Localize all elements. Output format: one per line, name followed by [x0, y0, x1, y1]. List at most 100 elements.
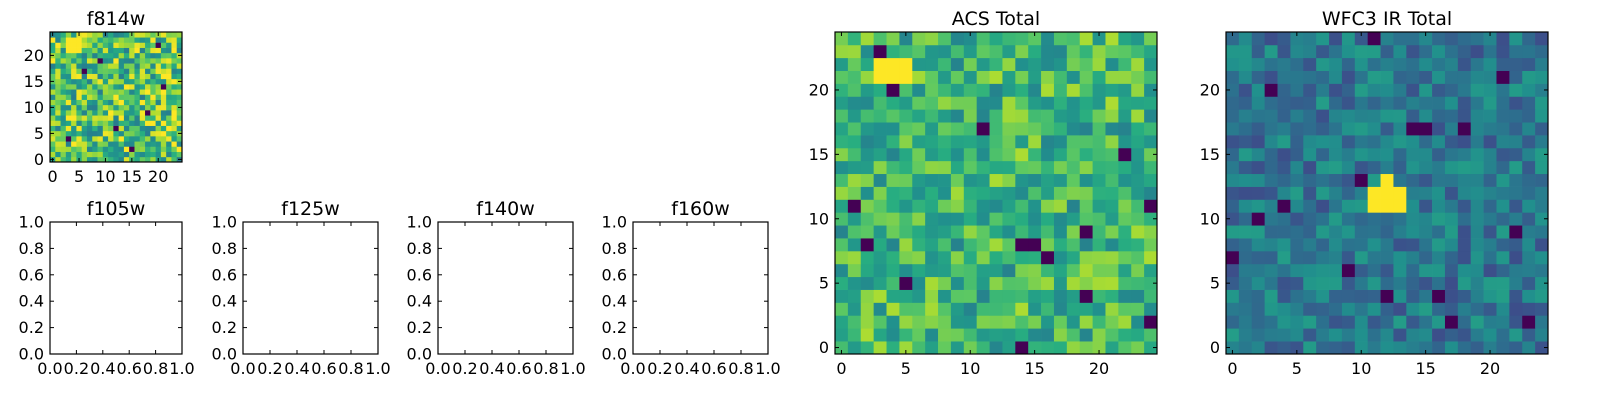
y-tick-label: 1.0	[212, 213, 237, 232]
heatmap-cell	[139, 125, 146, 132]
heatmap-cell	[860, 328, 874, 342]
heatmap-cell	[1380, 186, 1394, 200]
y-tick-label: 15	[809, 145, 829, 164]
heatmap-cell	[1457, 250, 1472, 265]
heatmap-cell	[835, 122, 849, 136]
heatmap-cell	[1393, 341, 1407, 355]
heatmap-cell	[1066, 250, 1081, 265]
heatmap-cell	[97, 115, 104, 121]
heatmap-cell	[55, 141, 61, 147]
heatmap-cell	[129, 47, 135, 54]
heatmap-cell	[1522, 276, 1536, 290]
heatmap-cell	[1105, 302, 1119, 316]
heatmap-cell	[71, 52, 77, 59]
heatmap-cell	[1367, 44, 1381, 59]
heatmap-cell	[912, 32, 926, 46]
heatmap-cell	[1522, 32, 1536, 46]
heatmap-cell	[166, 130, 172, 137]
heatmap-cell	[60, 52, 67, 59]
heatmap-cell	[129, 94, 135, 100]
heatmap-cell	[1380, 250, 1394, 265]
heatmap-cell	[118, 136, 125, 142]
heatmap-cell	[160, 151, 167, 158]
heatmap-cell	[1041, 263, 1055, 278]
heatmap-cell	[1002, 147, 1016, 162]
heatmap-cell	[160, 94, 167, 100]
heatmap-cell	[1092, 263, 1106, 278]
heatmap-cell	[81, 63, 88, 69]
heatmap-cell	[1238, 250, 1253, 265]
heatmap-cell	[1303, 289, 1317, 303]
heatmap-cell	[1483, 109, 1497, 123]
heatmap-cell	[925, 315, 939, 329]
heatmap-cell	[1496, 315, 1510, 329]
heatmap-cell	[873, 315, 887, 329]
heatmap-cell	[1329, 225, 1343, 239]
heatmap-cell	[925, 186, 939, 200]
heatmap-cell	[1277, 160, 1291, 175]
heatmap-cell	[1444, 122, 1459, 136]
heatmap-cell	[1535, 186, 1549, 200]
heatmap-cell	[1457, 212, 1472, 226]
heatmap-cell	[1393, 160, 1407, 175]
heatmap-cell	[1226, 289, 1240, 303]
heatmap-cell	[71, 47, 77, 54]
heatmap-cell	[1303, 32, 1317, 46]
heatmap-cell	[1535, 32, 1549, 46]
heatmap-cell	[71, 146, 77, 152]
heatmap-cell	[1535, 199, 1549, 213]
axes-frame	[49, 221, 183, 355]
heatmap-cell	[1028, 109, 1042, 123]
x-tick-label: 0.8	[533, 359, 558, 378]
heatmap-cell	[92, 78, 98, 85]
heatmap-cell	[1432, 32, 1446, 46]
heatmap-cell	[1079, 70, 1093, 84]
heatmap-cell	[1105, 341, 1119, 355]
heatmap-cell	[160, 68, 167, 74]
heatmap-cell	[1380, 302, 1394, 316]
heatmap-cell	[912, 328, 926, 342]
heatmap-cell	[86, 141, 93, 147]
heatmap-cell	[912, 186, 926, 200]
heatmap-cell	[835, 212, 849, 226]
heatmap-cell	[1419, 302, 1433, 316]
heatmap-cell	[1092, 122, 1106, 136]
heatmap-cell	[97, 130, 104, 137]
heatmap-cell	[860, 302, 874, 316]
heatmap-cell	[171, 89, 178, 95]
heatmap-cell	[166, 73, 172, 80]
heatmap-cell	[1238, 238, 1253, 252]
x-tick-label: 0.0	[37, 359, 62, 378]
heatmap-cell	[1316, 96, 1330, 110]
heatmap-cell	[134, 130, 141, 137]
heatmap-cell	[835, 302, 849, 316]
heatmap-cell	[1316, 225, 1330, 239]
heatmap-cell	[150, 37, 156, 43]
heatmap-cell	[113, 84, 119, 90]
heatmap-cell	[1406, 32, 1420, 46]
heatmap-cell	[873, 44, 887, 59]
heatmap-cell	[899, 109, 913, 123]
heatmap-cell	[925, 96, 939, 110]
heatmap-cell	[155, 141, 162, 147]
heatmap-cell	[1419, 160, 1433, 175]
heatmap-cell	[1457, 57, 1472, 71]
heatmap-cell	[938, 250, 952, 265]
heatmap-cell	[1341, 147, 1356, 162]
heatmap-cell	[1053, 186, 1068, 200]
heatmap-cell	[1092, 302, 1106, 316]
heatmap-cell	[50, 141, 56, 147]
heatmap-cell	[1105, 173, 1119, 187]
heatmap-cell	[1470, 83, 1484, 97]
heatmap-cell	[155, 110, 162, 116]
heatmap-cell	[925, 302, 939, 316]
heatmap-cell	[963, 109, 978, 123]
heatmap-cell	[1341, 302, 1356, 316]
heatmap-cell	[1105, 160, 1119, 175]
heatmap-cell	[1251, 199, 1265, 213]
heatmap-cell	[108, 32, 114, 38]
heatmap-cell	[71, 110, 77, 116]
heatmap-cell	[1238, 199, 1253, 213]
subplot-title-f140w: f140w	[476, 198, 535, 220]
